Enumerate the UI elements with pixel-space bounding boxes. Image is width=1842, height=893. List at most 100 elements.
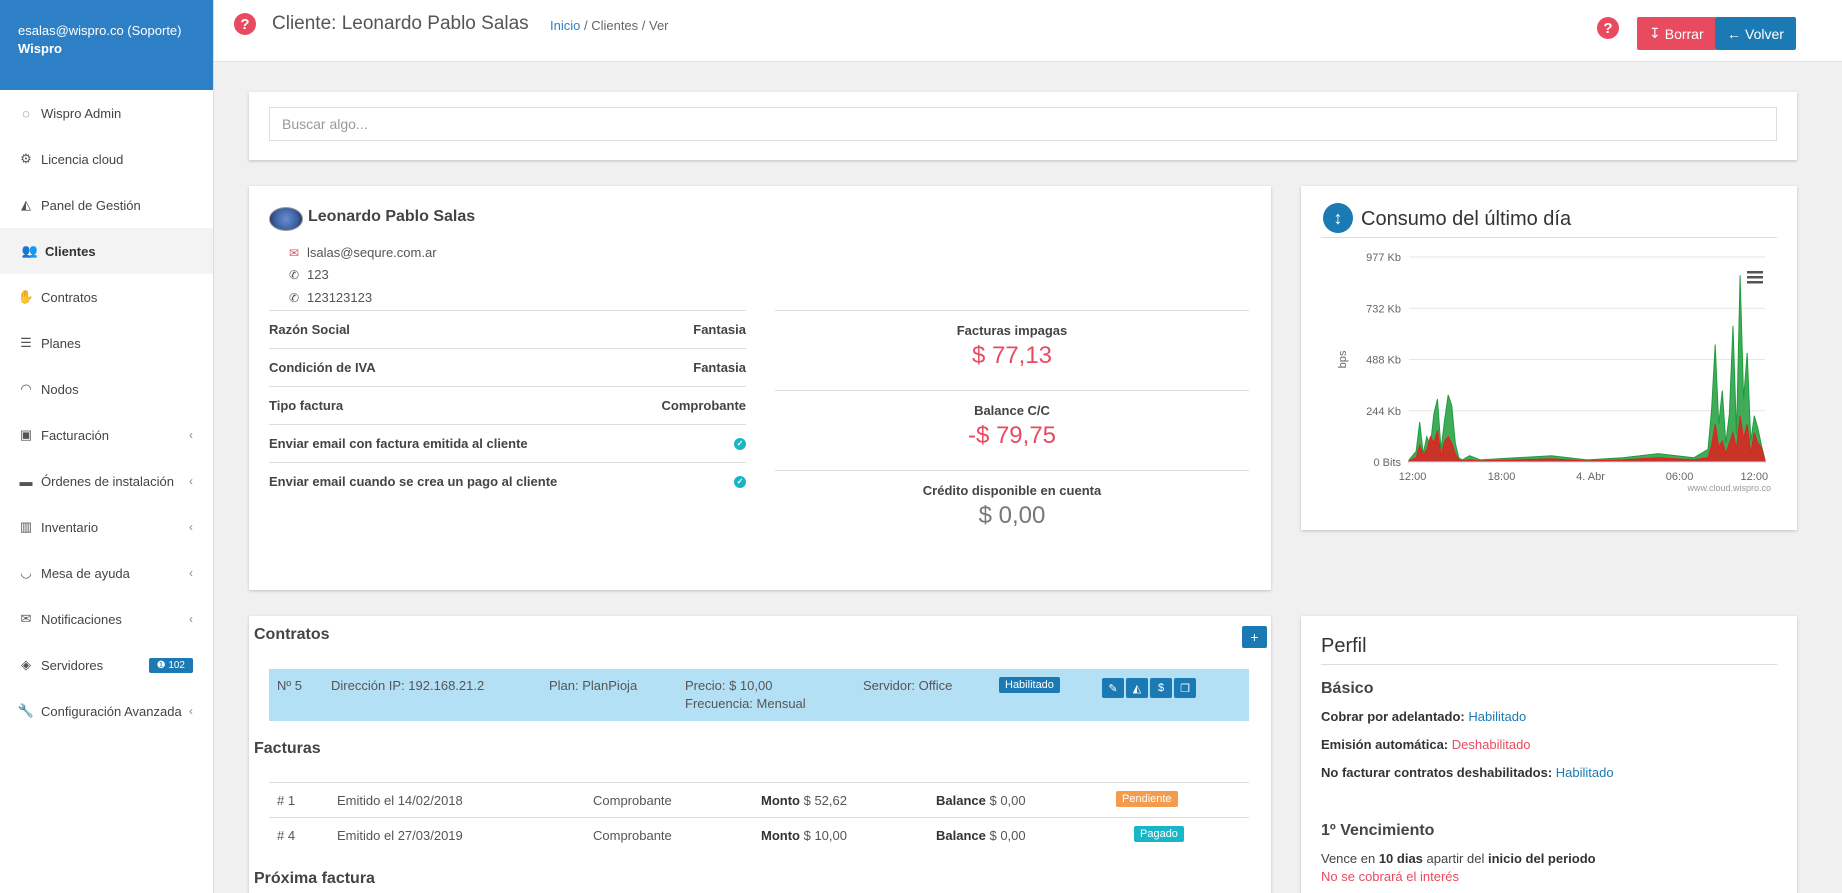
balance-value: -$ 79,75 [967,422,1057,449]
auto-emission: Emisión automática: Deshabilitado [1321,737,1531,752]
client-email: ✉ lsalas@sequre.com.ar [289,245,437,260]
invoice-number: # 4 [277,828,296,843]
due-end: inicio del periodo [1487,851,1596,866]
wifi-icon: ◠ [20,381,32,396]
sidebar-header[interactable]: esalas@wispro.co (Soporte) Wispro [0,0,213,90]
contract-row: Nº 5 Dirección IP: 192.168.21.2 Plan: Pl… [269,669,1249,721]
invoice-number: # 1 [277,793,296,808]
delete-icon: ↧ [1649,25,1661,41]
chevron-left-icon: ‹ [189,474,193,488]
amount-value: $ 10,00 [799,828,847,843]
check-circle-icon: ✓ [734,475,746,488]
sidebar-item-ordenes-instalacion[interactable]: ▬ Órdenes de instalación ‹ [0,458,213,504]
sidebar-item-panel-gestion[interactable]: ◭ Panel de Gestión [0,182,213,228]
envelope-icon: ✉ [20,611,32,626]
sidebar-item-configuracion-avanzada[interactable]: 🔧 Configuración Avanzada ‹ [0,688,213,734]
sidebar-item-label: Notificaciones [41,611,122,627]
table-row[interactable]: # 1 Emitido el 14/02/2018 Comprobante Mo… [269,782,1249,817]
sidebar-item-planes[interactable]: ☰ Planes [0,320,213,366]
help-icon[interactable]: ? [1597,17,1619,39]
attr-label: Enviar email cuando se crea un pago al c… [269,474,558,489]
invoice-type: Comprobante [593,793,672,808]
balance-value: $ 0,00 [985,828,1026,843]
contract-billing-button[interactable]: $ [1150,678,1172,698]
breadcrumb-rest: / Clientes / Ver [580,18,669,33]
amount-value: $ 52,62 [799,793,847,808]
amount-label: Monto [761,828,800,843]
due-days: 10 dias [1378,851,1423,866]
auto-value: Deshabilitado [1451,737,1531,752]
contract-copy-button[interactable]: ❐ [1174,678,1196,698]
contract-number: Nº 5 [277,678,302,693]
x-tick-label: 18:00 [1488,471,1516,483]
cube-icon: ◈ [21,657,31,672]
sidebar-item-label: Órdenes de instalación [41,473,174,489]
handshake-icon: ✋ [17,289,35,304]
contract-server: Servidor: Office [863,678,953,693]
sidebar-item-clientes[interactable]: 👥 Clientes [0,228,213,274]
contract-status-badge: Habilitado [999,677,1060,693]
area-chart-icon: ◭ [21,197,31,212]
sidebar-item-servidores[interactable]: ◈ Servidores ❶ 102 [0,642,213,688]
chart-menu-icon [1747,281,1763,284]
check-circle-icon: ✓ [734,437,746,450]
sidebar-item-facturacion[interactable]: ▣ Facturación ‹ [0,412,213,458]
contract-graph-button[interactable]: ◭ [1126,678,1148,698]
dollar-icon: $ [1157,682,1165,694]
due-title: 1º Vencimiento [1321,822,1435,839]
breadcrumb-home-link[interactable]: Inicio [550,18,581,33]
invoice-amount: Monto $ 52,62 [761,793,847,808]
client-attributes: Razón Social Fantasia Condición de IVA Fan… [269,310,746,500]
cogs-icon: ⚙ [20,151,32,166]
sidebar-item-mesa-ayuda[interactable]: ◡ Mesa de ayuda ‹ [0,550,213,596]
sidebar-item-licencia-cloud[interactable]: ⚙ Licencia cloud [0,136,213,182]
servers-count-badge: ❶ 102 [148,657,193,673]
delete-button[interactable]: ↧ Borrar [1637,17,1716,50]
search-input[interactable]: Buscar algo... [269,107,1777,141]
sidebar-item-inventario[interactable]: ▥ Inventario ‹ [0,504,213,550]
chart-series-1 [1408,415,1766,463]
contract-price: Precio: $ 10,00 [685,678,773,693]
add-contract-button[interactable]: + [1242,626,1267,648]
attr-label: Razón Social [269,322,350,337]
x-tick-label: 06:00 [1666,471,1694,483]
sidebar-item-label: Nodos [41,381,79,397]
sidebar-item-wispro-admin[interactable]: ◌ Wispro Admin [0,90,213,136]
envelope-icon: ✉ [289,245,300,260]
y-tick-label: 0 Bits [1373,457,1401,469]
chart-series-0 [1408,275,1766,463]
sidebar-item-label: Licencia cloud [41,151,124,167]
attr-label: Condición de IVA [269,360,376,375]
back-button[interactable]: ← Volver [1715,17,1796,50]
nobill-label: No facturar contratos deshabilitados: [1321,765,1553,780]
sidebar-item-nodos[interactable]: ◠ Nodos [0,366,213,412]
client-phone-2-value: 123123123 [307,290,373,305]
y-tick-label: 488 Kb [1366,355,1401,367]
contracts-panel: Contratos + Nº 5 Dirección IP: 192.168.2… [249,616,1271,893]
contract-plan: Plan: PlanPioja [549,678,638,693]
divider [1321,664,1777,665]
divider [1321,237,1777,238]
attr-label: Tipo factura [269,398,344,413]
search-panel: Buscar algo... [249,92,1797,160]
y-tick-label: 244 Kb [1366,406,1401,418]
consumption-panel: ↕ Consumo del último día 0 Bits 244 Kb 488… [1301,186,1797,530]
sidebar-item-label: Panel de Gestión [41,197,141,213]
due-description: Vence en 10 dias apartir del inicio del … [1321,851,1596,866]
pencil-icon: ✎ [1108,682,1118,695]
back-label: Volver [1745,25,1784,42]
breadcrumb: Inicio / Clientes / Ver [550,18,669,33]
table-row[interactable]: # 4 Emitido el 27/03/2019 Comprobante Mo… [269,817,1249,852]
arrow-left-icon: ← [1727,25,1741,42]
attr-row-razon-social: Razón Social Fantasia [269,310,746,348]
sidebar-item-notificaciones[interactable]: ✉ Notificaciones ‹ [0,596,213,642]
headset-icon: ◡ [20,565,32,580]
sidebar-item-contratos[interactable]: ✋ Contratos [0,274,213,320]
unpaid-label: Facturas impagas [956,323,1068,338]
auto-label: Emisión automática: [1321,737,1449,752]
edit-contract-button[interactable]: ✎ [1102,678,1124,698]
sidebar-item-label: Mesa de ayuda [41,565,130,581]
sidebar-item-label: Inventario [41,519,99,535]
help-icon[interactable]: ? [234,13,256,35]
basic-title: Básico [1321,680,1374,697]
